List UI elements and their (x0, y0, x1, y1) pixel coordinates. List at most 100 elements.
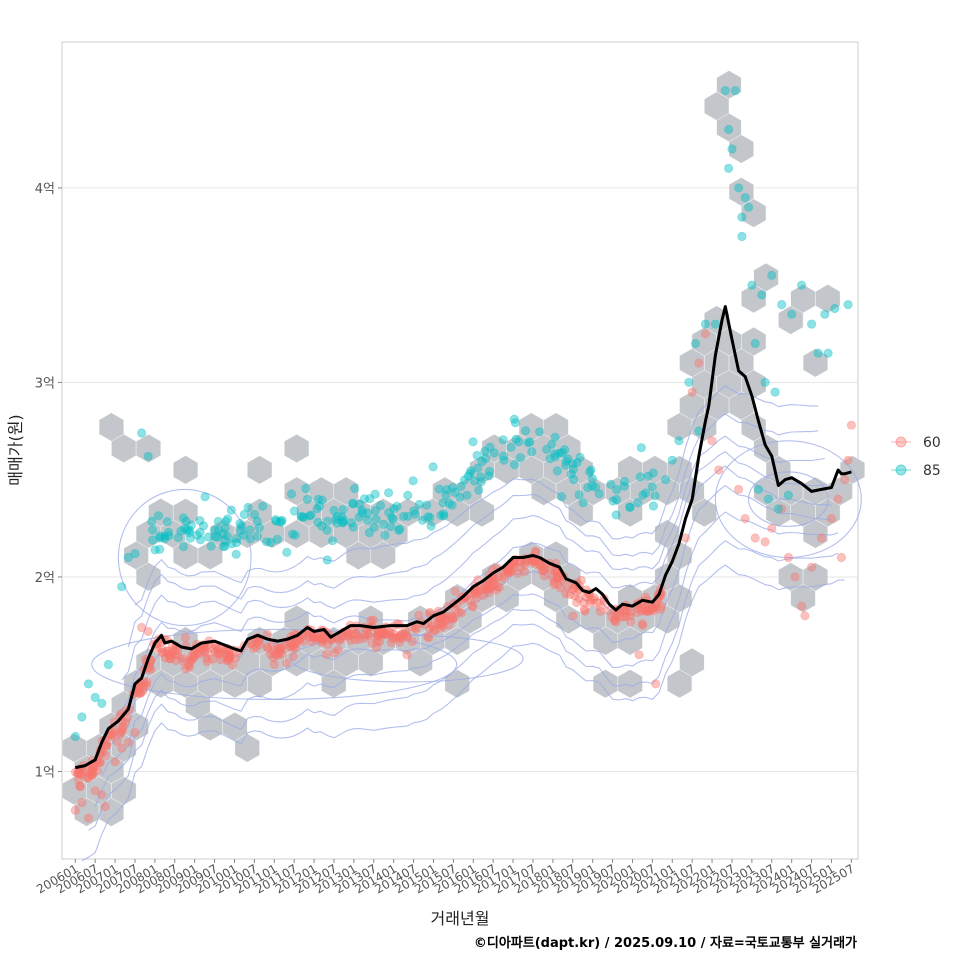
point-series-85 (633, 497, 643, 508)
point-series-60 (552, 572, 563, 583)
hexbin-cell (617, 455, 643, 485)
point-series-85 (231, 538, 242, 548)
point-series-60 (483, 581, 494, 591)
point-series-60 (572, 597, 582, 608)
point-series-60 (750, 533, 760, 543)
density-contour-0 (81, 564, 845, 862)
point-series-85 (227, 539, 237, 549)
chart-caption: ©디아파트(dapt.kr) / 2025.09.10 / 자료=국토교통부 실… (474, 935, 857, 951)
point-series-60 (201, 642, 211, 652)
point-series-60 (547, 572, 558, 583)
point-series-85 (476, 472, 486, 482)
point-series-60 (625, 611, 635, 621)
point-series-85 (331, 514, 341, 525)
point-series-60 (73, 769, 83, 779)
point-series-60 (386, 628, 396, 639)
point-series-60 (427, 619, 438, 629)
point-series-85 (270, 515, 281, 525)
point-series-85 (147, 516, 157, 527)
point-series-60 (504, 567, 514, 578)
point-series-60 (381, 628, 391, 639)
point-series-60 (116, 728, 126, 738)
point-series-85 (290, 530, 300, 540)
point-series-60 (632, 607, 642, 618)
point-series-85 (148, 525, 158, 535)
point-series-60 (650, 603, 661, 613)
point-series-60 (274, 643, 284, 653)
point-series-60 (163, 648, 173, 659)
point-series-85 (506, 442, 516, 452)
point-series-85 (275, 517, 285, 527)
point-series-60 (806, 562, 817, 572)
point-series-60 (291, 638, 301, 648)
point-series-60 (173, 650, 183, 660)
point-series-85 (468, 437, 478, 447)
point-series-60 (468, 602, 478, 612)
point-series-60 (120, 717, 131, 727)
point-series-60 (618, 612, 628, 622)
point-series-60 (216, 655, 226, 665)
point-series-60 (75, 781, 85, 792)
point-series-60 (840, 475, 850, 485)
point-series-85 (472, 450, 482, 461)
point-series-85 (182, 525, 192, 535)
point-series-85 (438, 498, 448, 508)
point-series-60 (219, 646, 229, 656)
point-series-60 (135, 688, 145, 699)
point-series-85 (220, 535, 230, 545)
point-series-60 (83, 813, 94, 823)
point-series-85 (384, 507, 394, 518)
point-series-85 (231, 549, 241, 559)
point-series-85 (648, 501, 659, 511)
point-series-60 (610, 611, 621, 621)
point-series-85 (370, 489, 380, 499)
point-series-85 (568, 459, 578, 469)
hexbin-cell (741, 326, 767, 357)
point-series-85 (414, 499, 424, 510)
point-series-85 (148, 535, 158, 545)
point-series-60 (118, 721, 128, 732)
hexbin-cell (135, 562, 161, 592)
point-series-85 (223, 514, 233, 524)
point-series-85 (843, 299, 853, 310)
point-series-60 (394, 633, 404, 643)
point-series-85 (214, 525, 224, 535)
point-series-85 (569, 474, 579, 485)
density-ring-3 (747, 471, 829, 527)
trend-line (75, 305, 852, 770)
legend-key-85 (895, 464, 907, 476)
point-series-85 (425, 512, 435, 523)
point-series-60 (503, 568, 513, 578)
point-series-60 (367, 638, 377, 648)
point-series-85 (220, 541, 230, 551)
point-series-60 (436, 619, 446, 630)
point-series-60 (73, 775, 84, 785)
point-series-60 (186, 655, 196, 665)
point-series-85 (423, 512, 433, 522)
point-series-60 (579, 597, 589, 608)
point-series-85 (221, 516, 231, 527)
point-series-60 (486, 582, 496, 592)
point-series-85 (388, 514, 398, 524)
point-series-60 (83, 772, 94, 783)
point-series-85 (542, 444, 552, 454)
point-series-60 (546, 565, 556, 575)
point-series-85 (266, 537, 276, 548)
point-series-85 (636, 443, 646, 453)
point-series-60 (621, 611, 631, 621)
point-series-85 (575, 452, 585, 462)
density-ring-4 (117, 488, 252, 627)
point-series-85 (143, 451, 153, 461)
point-series-60 (607, 612, 617, 622)
point-series-85 (123, 552, 133, 563)
point-series-60 (439, 615, 450, 626)
point-series-85 (369, 522, 379, 532)
point-series-60 (85, 765, 95, 776)
point-series-60 (381, 629, 391, 640)
point-series-85 (245, 525, 255, 535)
point-series-60 (767, 523, 777, 533)
point-series-60 (503, 566, 513, 576)
point-series-85 (289, 506, 299, 516)
point-series-60 (333, 644, 343, 655)
point-series-60 (316, 633, 326, 643)
